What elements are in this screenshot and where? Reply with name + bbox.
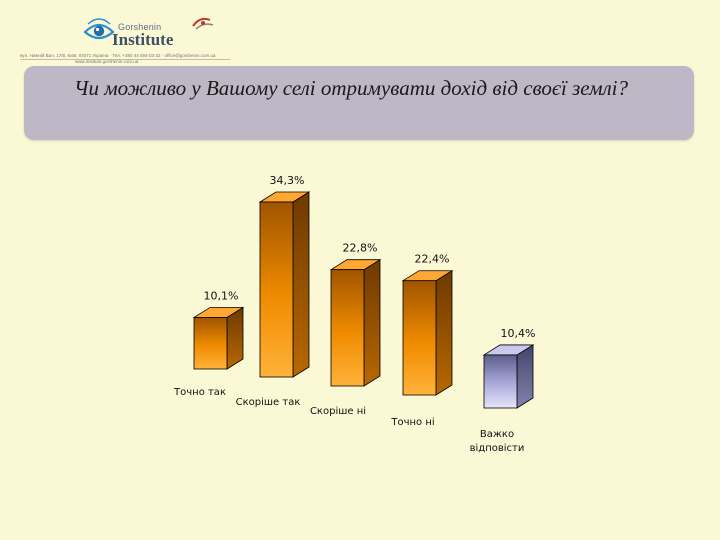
category-label-line: Скоріше ні: [310, 405, 366, 417]
header-logo: Gorshenin Institute вул. Нижній Вал, 17/…: [20, 8, 230, 66]
bar-front: [330, 269, 365, 387]
category-label-line: Точно так: [173, 387, 226, 398]
category-label: Скоріше так: [236, 396, 301, 408]
category-label: Точно ні: [390, 416, 434, 428]
category-label: Скоріше ні: [310, 405, 366, 417]
bar-4: [401, 269, 454, 396]
logo-top-text: Gorshenin: [118, 22, 162, 32]
value-label: 34,3%: [270, 174, 305, 187]
bar-3: [329, 258, 382, 387]
value-label: 22,8%: [343, 242, 378, 255]
bar-1: [192, 306, 245, 370]
category-label: Важко відповісти: [470, 429, 525, 454]
question-title-box: Чи можливо у Вашому селі отримувати дохі…: [24, 66, 694, 140]
bar-side: [435, 269, 453, 396]
partner-logo-icon: [192, 17, 214, 30]
bar-side: [226, 306, 244, 370]
bar-front: [483, 354, 518, 409]
bar-5: [482, 344, 535, 409]
category-label-line: відповісти: [470, 442, 525, 454]
bar-front: [402, 280, 437, 396]
value-label: 22,4%: [415, 253, 450, 266]
bar-side: [363, 258, 381, 387]
bar-front: [259, 201, 294, 378]
bar-front: [193, 317, 228, 370]
logo-main-text: Institute: [112, 30, 174, 49]
logo-divider: [20, 59, 230, 60]
category-label-line: Точно ні: [390, 416, 434, 428]
eye-logo-icon: [83, 18, 115, 40]
address-line-2: www.institute.gorshenin.com.ua: [75, 59, 139, 64]
category-label-line: Скоріше так: [236, 396, 301, 408]
address-line-1: вул. Нижній Вал, 17/8, Київ, 04071 Украї…: [20, 53, 216, 58]
bar-side: [516, 344, 534, 409]
category-label: Точно так: [173, 387, 226, 398]
value-label: 10,1%: [204, 289, 239, 302]
bar-side: [292, 191, 310, 378]
address-text: вул. Нижній Вал, 17/8, Київ, 04071 Украї…: [20, 53, 230, 65]
value-label: 10,4%: [501, 327, 536, 340]
question-title: Чи можливо у Вашому селі отримувати дохі…: [74, 76, 628, 100]
bar-2: [258, 191, 311, 378]
category-label-line: Важко: [480, 429, 514, 440]
